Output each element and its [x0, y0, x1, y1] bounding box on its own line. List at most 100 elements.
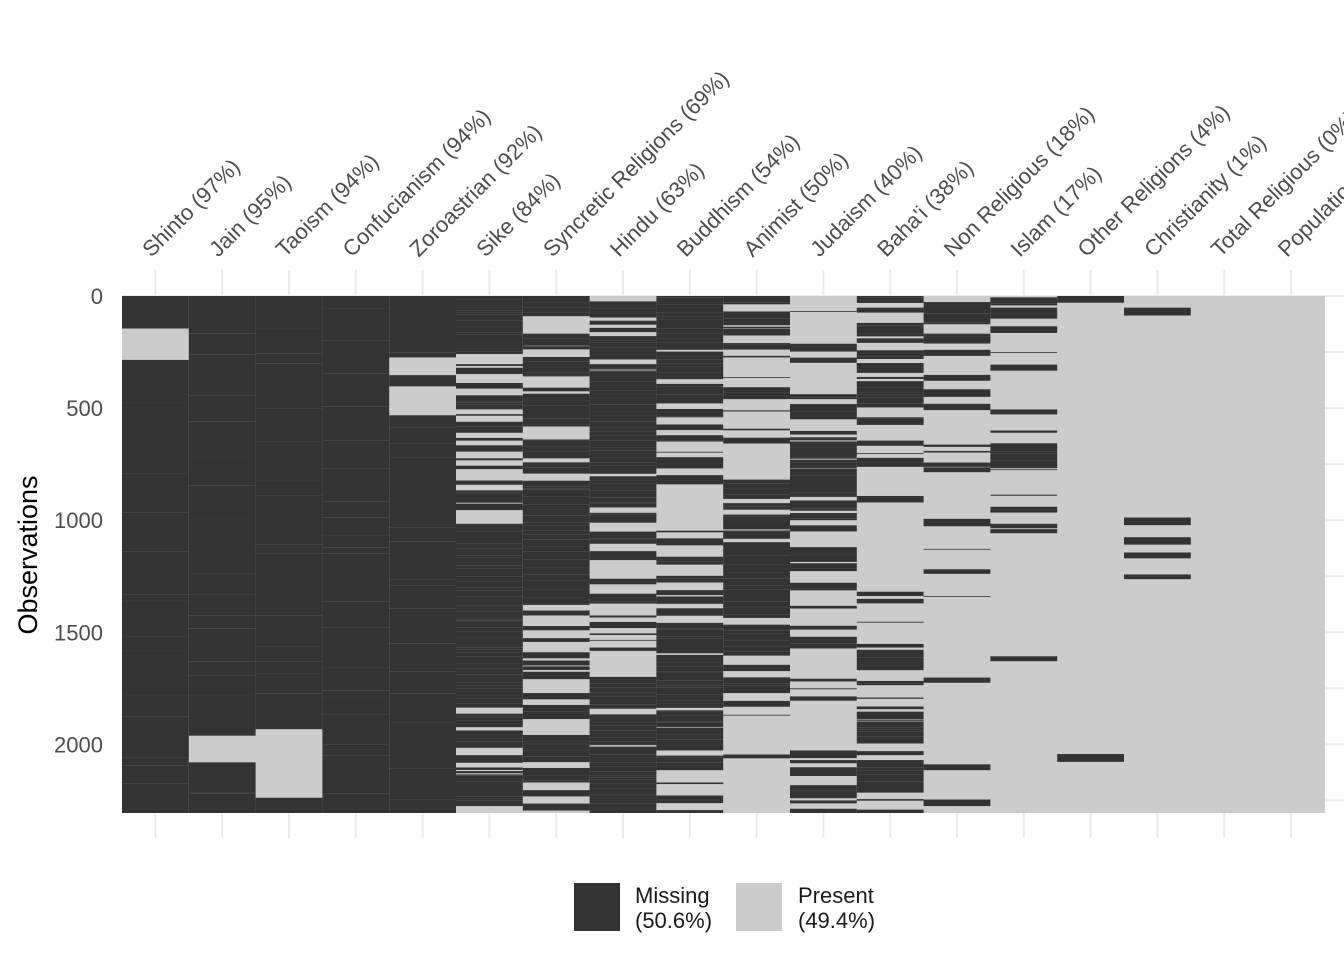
missing-cell: [389, 693, 457, 723]
missing-cell: [723, 664, 791, 672]
missing-cell: [389, 799, 457, 813]
missing-cell: [856, 720, 925, 722]
missing-cell: [122, 716, 190, 758]
missing-cell: [456, 307, 524, 311]
missing-cell: [589, 342, 657, 348]
missing-cell: [656, 593, 724, 596]
missing-cell: [456, 587, 524, 591]
missing-cell: [723, 494, 791, 499]
missing-cell: [589, 393, 657, 395]
missing-cell: [122, 636, 190, 651]
missing-cell: [589, 647, 657, 651]
missing-cell: [188, 333, 257, 355]
missing-cell: [656, 680, 724, 686]
missing-cell: [456, 605, 524, 607]
missing-cell: [589, 368, 657, 370]
missing-cell: [723, 624, 791, 631]
missing-cell: [188, 793, 257, 813]
missing-cell: [522, 589, 591, 598]
missing-cell: [522, 539, 591, 547]
missing-cell: [456, 656, 524, 664]
missing-cell: [456, 458, 524, 461]
missing-cell: [790, 785, 858, 791]
missing-cell: [923, 302, 991, 305]
missing-cell: [322, 501, 390, 518]
missing-cell: [656, 395, 724, 404]
missing-cell: [589, 737, 657, 742]
missing-cell: [990, 430, 1058, 433]
missing-cell: [790, 554, 858, 562]
missing-cell: [1124, 307, 1192, 316]
missing-cell: [589, 744, 657, 746]
missing-cell: [456, 339, 524, 344]
missing-cell: [456, 639, 524, 646]
missing-cell: [790, 808, 858, 813]
missing-cell: [656, 457, 724, 464]
missing-cell: [589, 775, 657, 777]
missing-cell: [522, 603, 591, 605]
missing-cell: [856, 367, 925, 373]
missing-cell: [790, 397, 858, 400]
missing-cell: [656, 629, 724, 637]
missing-cell: [656, 637, 724, 639]
missing-cell: [723, 479, 791, 484]
missing-cell: [188, 395, 257, 422]
missing-cell: [456, 343, 524, 352]
missing-cell: [188, 456, 257, 486]
missing-cell: [723, 646, 791, 652]
missing-cell: [923, 595, 991, 597]
missing-cell: [723, 302, 791, 305]
missing-cell: [589, 309, 657, 314]
missing-cell: [723, 564, 791, 573]
missing-cell: [656, 372, 724, 380]
missing-cell: [322, 535, 390, 548]
missing-cell: [723, 392, 791, 400]
missing-cell: [522, 671, 591, 680]
missing-cell: [656, 685, 724, 688]
missing-cell: [856, 297, 925, 303]
missing-cell: [522, 509, 591, 514]
missing-cell: [656, 416, 724, 418]
missing-cell: [522, 574, 591, 581]
missing-cell: [923, 334, 991, 337]
missing-cell: [589, 404, 657, 406]
missing-cell: [589, 776, 657, 778]
missing-cell: [322, 296, 390, 309]
missing-cell: [522, 660, 591, 666]
missing-cell: [856, 706, 925, 710]
missing-cell: [723, 561, 791, 565]
missing-cell: [522, 375, 591, 377]
missing-cell: [656, 628, 724, 630]
missing-cell: [589, 411, 657, 416]
missing-cell: [122, 359, 190, 394]
missing-cell: [456, 490, 524, 493]
missing-cell: [456, 637, 524, 639]
missing-cell: [589, 390, 657, 394]
missing-cell: [589, 615, 657, 618]
missing-cell: [856, 403, 925, 408]
missing-cell: [456, 596, 524, 598]
missing-cell: [589, 692, 657, 697]
missing-cell: [456, 688, 524, 692]
missing-cell: [456, 590, 524, 597]
missing-cell: [589, 741, 657, 745]
missing-cell: [923, 450, 991, 453]
missing-cell: [656, 338, 724, 343]
missing-cell: [122, 765, 190, 784]
missing-cell: [656, 608, 724, 616]
missing-cell: [456, 649, 524, 651]
missing-cell: [723, 343, 791, 345]
missing-cell: [656, 667, 724, 672]
missing-cell: [122, 650, 190, 696]
missing-cell: [522, 346, 591, 350]
missing-cell: [856, 394, 925, 396]
column-labels: Shinto (97%)Jain (95%)Taoism (94%)Confuc…: [137, 66, 1344, 262]
missing-cell: [990, 307, 1058, 314]
missing-cell: [322, 553, 390, 602]
missing-cell: [656, 328, 724, 334]
missing-cell: [589, 746, 657, 755]
missing-cell: [723, 428, 791, 431]
missing-cell: [456, 703, 524, 708]
missing-cell: [456, 408, 524, 410]
missing-cell: [522, 587, 591, 590]
